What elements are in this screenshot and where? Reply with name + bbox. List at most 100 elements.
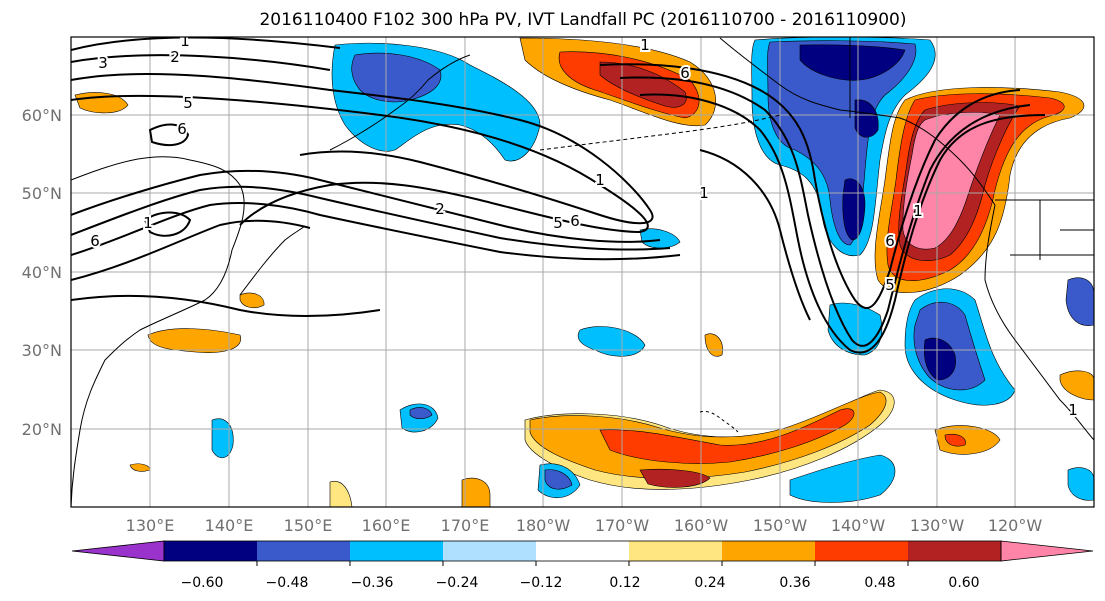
positive-anomaly-subtropical-band-red [599,408,855,464]
map-panel: 1 2 3 5 6 6 1 2 5 6 1 6 1 1 6 5 1 1 [70,32,1095,508]
pv-contour-7 [639,93,1046,354]
contour-label: 1 [143,214,153,232]
colorbar-tick-label: 0.36 [779,575,810,591]
pv-contour-12 [71,294,381,317]
positive-anomaly-blob-8 [461,477,491,507]
pv-contour-14 [143,211,192,237]
gridlines [71,37,1094,507]
colorbar-extend-min [71,540,165,562]
positive-anomaly-blob-9 [329,480,353,507]
colorbar-segment [629,541,722,561]
colorbar-tick-label: 0.24 [694,575,725,591]
contour-label: 1 [180,32,190,50]
lon-label: 140°W [831,516,886,535]
latitude-labels: 60°N 50°N 40°N 30°N 20°N [22,106,62,439]
negative-anomaly-gulf-core2 [842,178,866,241]
lon-label: 160°W [674,516,729,535]
colorbar-segment [536,541,629,561]
coastlines [71,37,1094,507]
lon-label: 140°E [205,516,254,535]
positive-anomaly-blob-4 [704,333,723,357]
pv-contour-8 [71,169,661,243]
contour-label: 6 [680,64,690,82]
contour-label: 5 [553,214,563,232]
contour-label: 6 [885,232,895,250]
contour-label: 1 [699,184,709,202]
lon-label: 160°E [362,516,411,535]
lon-label: 170°W [595,516,650,535]
longitude-labels: 130°E 140°E 150°E 160°E 170°E 180°W 170°… [126,516,1043,535]
coastline-alaska [719,37,996,206]
lon-label: 150°E [284,516,333,535]
colorbar-tick-label: 0.12 [609,575,640,591]
colorbar-segment [908,541,1001,561]
pv-contour-15 [699,149,811,321]
lon-label: 180°W [516,516,571,535]
pv-contour-6 [619,76,1031,347]
contour-label: 6 [570,212,580,230]
lon-label: 170°E [441,516,490,535]
colorbar-segment [815,541,908,561]
colorbar-tick-label: −0.60 [181,575,224,591]
pv-contour-2 [71,54,331,71]
colorbar-tick-labels: −0.60 −0.48 −0.36 −0.24 −0.12 0.12 0.24 … [181,575,980,591]
coastline-north-america [984,204,1094,441]
pv-contour-3 [71,73,654,225]
plot-title: 2016110400 F102 300 hPa PV, IVT Landfall… [259,10,906,30]
negative-anomaly-blob-8 [1065,277,1094,326]
lon-label: 120°W [988,516,1043,535]
colorbar-segment [443,541,536,561]
negative-anomaly-blob-6 [544,469,573,490]
contour-label: 6 [90,232,100,250]
colorbar-segments [71,540,1094,562]
colorbar: −0.60 −0.48 −0.36 −0.24 −0.12 0.12 0.24 … [71,540,1094,591]
positive-anomaly-blob-6 [944,433,966,447]
lon-label: 150°W [753,516,808,535]
colorbar-segment [350,541,443,561]
coastline-asia [71,156,245,507]
pv-contour-1 [71,37,341,51]
lat-label: 40°N [22,263,62,282]
pv-contour-9 [71,185,671,251]
negative-anomaly-gulf-core [799,44,906,81]
coastline-japan [239,225,306,296]
contour-label: 5 [885,276,895,294]
map-frame [70,36,1095,508]
colorbar-segment [164,541,257,561]
contour-label: 1 [595,171,605,189]
negative-anomaly-subtropics-core [923,337,956,381]
colorbar-tick-label: 0.60 [948,575,979,591]
negative-anomaly-blob-9 [639,228,681,249]
pv-contour-labels: 1 2 3 5 6 6 1 2 5 6 1 6 1 1 6 5 1 1 [88,32,1080,421]
positive-anomaly-subtropical-band-dark [639,468,711,488]
positive-anomaly-blob-5 [934,425,1001,455]
coastline-hawaii [699,411,739,433]
negative-anomaly-blob-7 [789,454,896,503]
contour-label: 1 [640,36,650,54]
pv-contour-11 [71,219,311,281]
negative-anomaly-blob-1 [577,326,646,357]
colorbar-tick-label: −0.36 [351,575,394,591]
colorbar-segment [722,541,815,561]
negative-anomaly-blob-3 [409,407,433,420]
colorbar-segment [257,541,350,561]
lat-label: 20°N [22,420,62,439]
contour-label: 2 [170,48,180,66]
colorbar-tick-label: −0.12 [520,575,563,591]
negative-anomaly-gulf-core3 [854,99,879,138]
contour-label: 2 [435,200,445,218]
colorbar-ticks [256,561,909,566]
colorbar-tick-label: −0.48 [266,575,309,591]
colorbar-frame [163,540,1002,562]
coastline-kamchatka [329,54,471,151]
pv-contour-10 [71,202,681,261]
positive-anomaly-blob-3 [239,292,265,309]
filled-contours [74,37,1094,507]
pv-contour-13 [148,123,190,147]
contour-label: 5 [183,94,193,112]
pv-contour-5 [599,63,1021,309]
colorbar-tick-label: −0.24 [436,575,479,591]
contour-label: 3 [98,54,108,72]
lat-label: 60°N [22,106,62,125]
colorbar-tick-label: 0.48 [864,575,895,591]
